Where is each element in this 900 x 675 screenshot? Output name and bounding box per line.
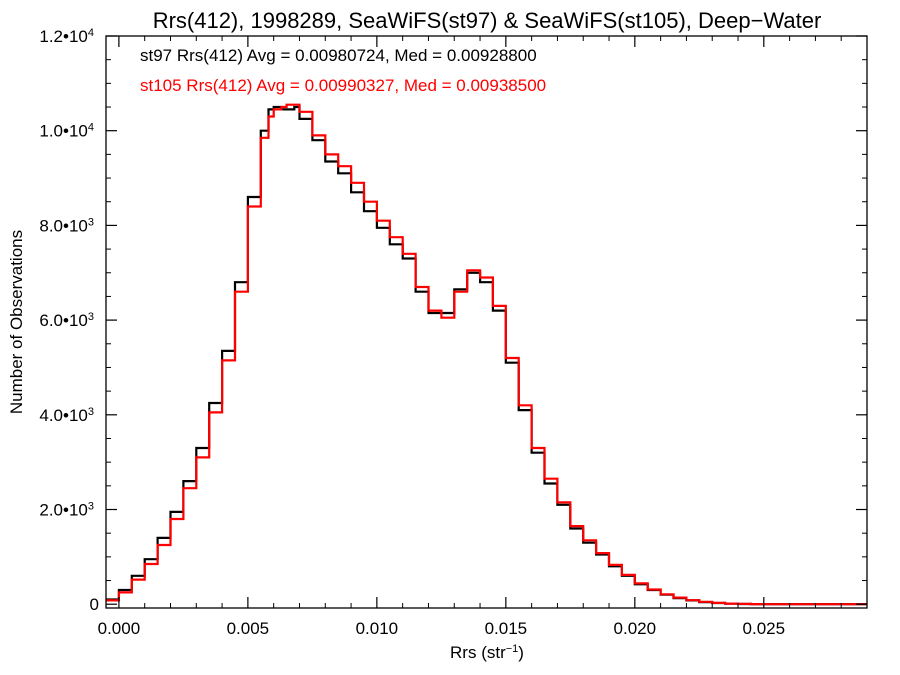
x-tick-label: 0.020 — [614, 619, 657, 638]
x-tick-label: 0.015 — [485, 619, 528, 638]
series-line-1 — [106, 105, 867, 606]
x-tick-label: 0.025 — [743, 619, 786, 638]
x-axis: 0.000 0.005 0.010 0.015 0.020 0.025 — [98, 36, 842, 638]
y-tick-label: 0 — [90, 595, 99, 614]
y-tick-label: 1.0•104 — [39, 122, 94, 141]
series-layer — [106, 103, 867, 606]
annotation-1: st97 Rrs(412) Avg = 0.00980724, Med = 0.… — [140, 46, 537, 65]
x-tick-label: 0.010 — [356, 619, 399, 638]
chart-title: Rrs(412), 1998289, SeaWiFS(st97) & SeaWi… — [153, 8, 822, 33]
y-tick-label: 1.2•104 — [39, 27, 94, 46]
annotations: st97 Rrs(412) Avg = 0.00980724, Med = 0.… — [140, 46, 546, 95]
x-axis-label-base: Rrs (str — [450, 643, 506, 662]
y-tick-label: 4.0•103 — [39, 406, 94, 425]
series-line-2 — [106, 103, 867, 606]
plot-frame — [105, 35, 868, 609]
y-axis-label: Number of Observations — [7, 230, 26, 414]
x-tick-label: 0.000 — [98, 619, 141, 638]
y-tick-label: 6.0•103 — [39, 311, 94, 330]
y-tick-label: 8.0•103 — [39, 216, 94, 235]
x-axis-label: Rrs (str−1) — [450, 643, 524, 662]
x-axis-label-exponent: −1 — [506, 643, 519, 655]
x-axis-label-close: ) — [518, 643, 524, 662]
y-axis: 0 2.0•103 4.0•103 6.0•103 8.0•103 1.0•104 1.2•… — [39, 27, 867, 614]
y-tick-label: 2.0•103 — [39, 501, 94, 520]
annotation-2: st105 Rrs(412) Avg = 0.00990327, Med = 0… — [140, 76, 546, 95]
x-tick-label: 0.005 — [227, 619, 270, 638]
